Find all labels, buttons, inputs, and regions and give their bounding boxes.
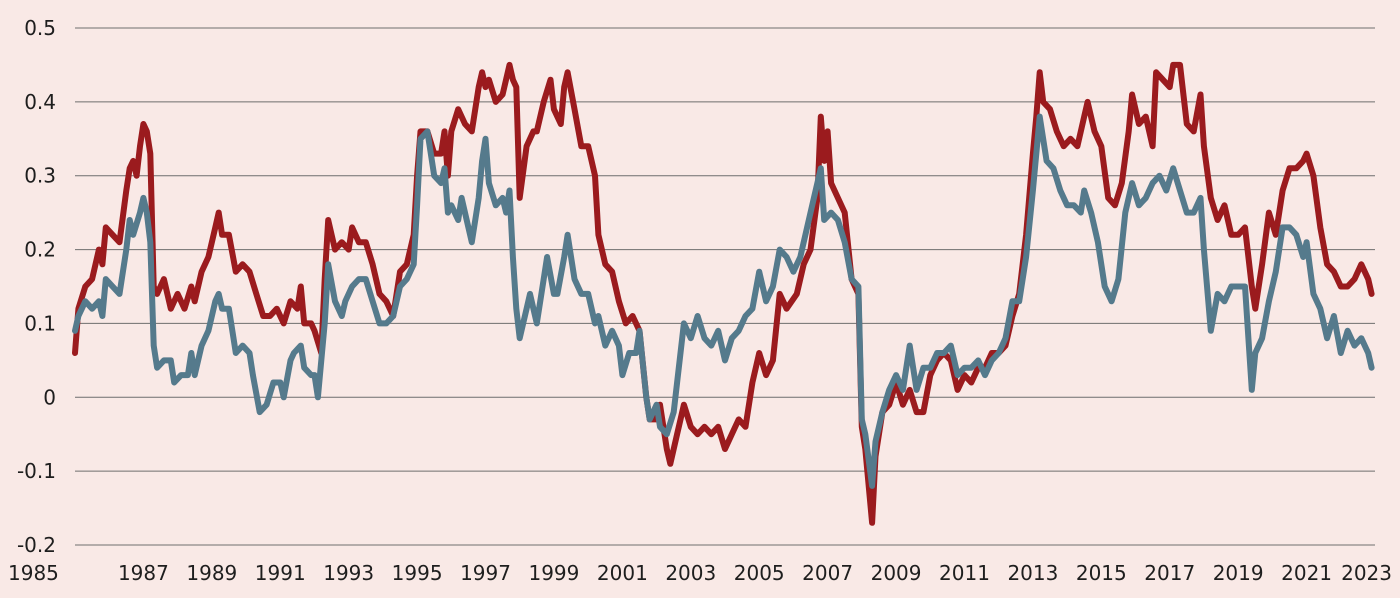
y-tick-label: 0.4 [24,90,56,114]
series-lines [72,61,1375,526]
x-tick-label: 2005 [734,561,785,585]
x-tick-label: 2019 [1213,561,1264,585]
x-tick-label: 2015 [1076,561,1127,585]
x-tick-label: 1985 [8,561,59,585]
x-tick-label: 1991 [255,561,306,585]
y-tick-label: 0.2 [24,238,56,262]
x-tick-label: 2013 [1007,561,1058,585]
x-tick-label: 1995 [392,561,443,585]
x-tick-label: 1987 [118,561,169,585]
x-tick-label: 1989 [186,561,237,585]
x-tick-label: 1999 [528,561,579,585]
x-tick-label: 2011 [939,561,990,585]
y-tick-label: 0 [43,385,56,409]
gridlines [75,27,1375,546]
y-tick-label: 0.1 [24,311,56,335]
series-line-2 [72,113,1375,489]
y-axis-ticks: 0.5 0.4 0.3 0.2 0.1 0 -0.1 -0.2 [17,16,56,557]
x-tick-label: 1997 [460,561,511,585]
y-tick-label: 0.5 [24,16,56,40]
x-tick-label: 2023 [1341,561,1392,585]
y-tick-label: -0.1 [17,459,56,483]
y-tick-label: -0.2 [17,533,56,557]
x-tick-label: 2017 [1144,561,1195,585]
x-tick-label: 2003 [665,561,716,585]
x-tick-label: 2001 [597,561,648,585]
x-tick-label: 2021 [1281,561,1332,585]
x-axis-ticks: 1985 1987 1989 1991 1993 1995 1997 1999 2001 2003… [8,561,1392,585]
x-tick-label: 2007 [802,561,853,585]
series-line-1 [72,61,1375,526]
y-tick-label: 0.3 [24,164,56,188]
x-tick-label: 1993 [323,561,374,585]
x-tick-label: 2009 [871,561,922,585]
